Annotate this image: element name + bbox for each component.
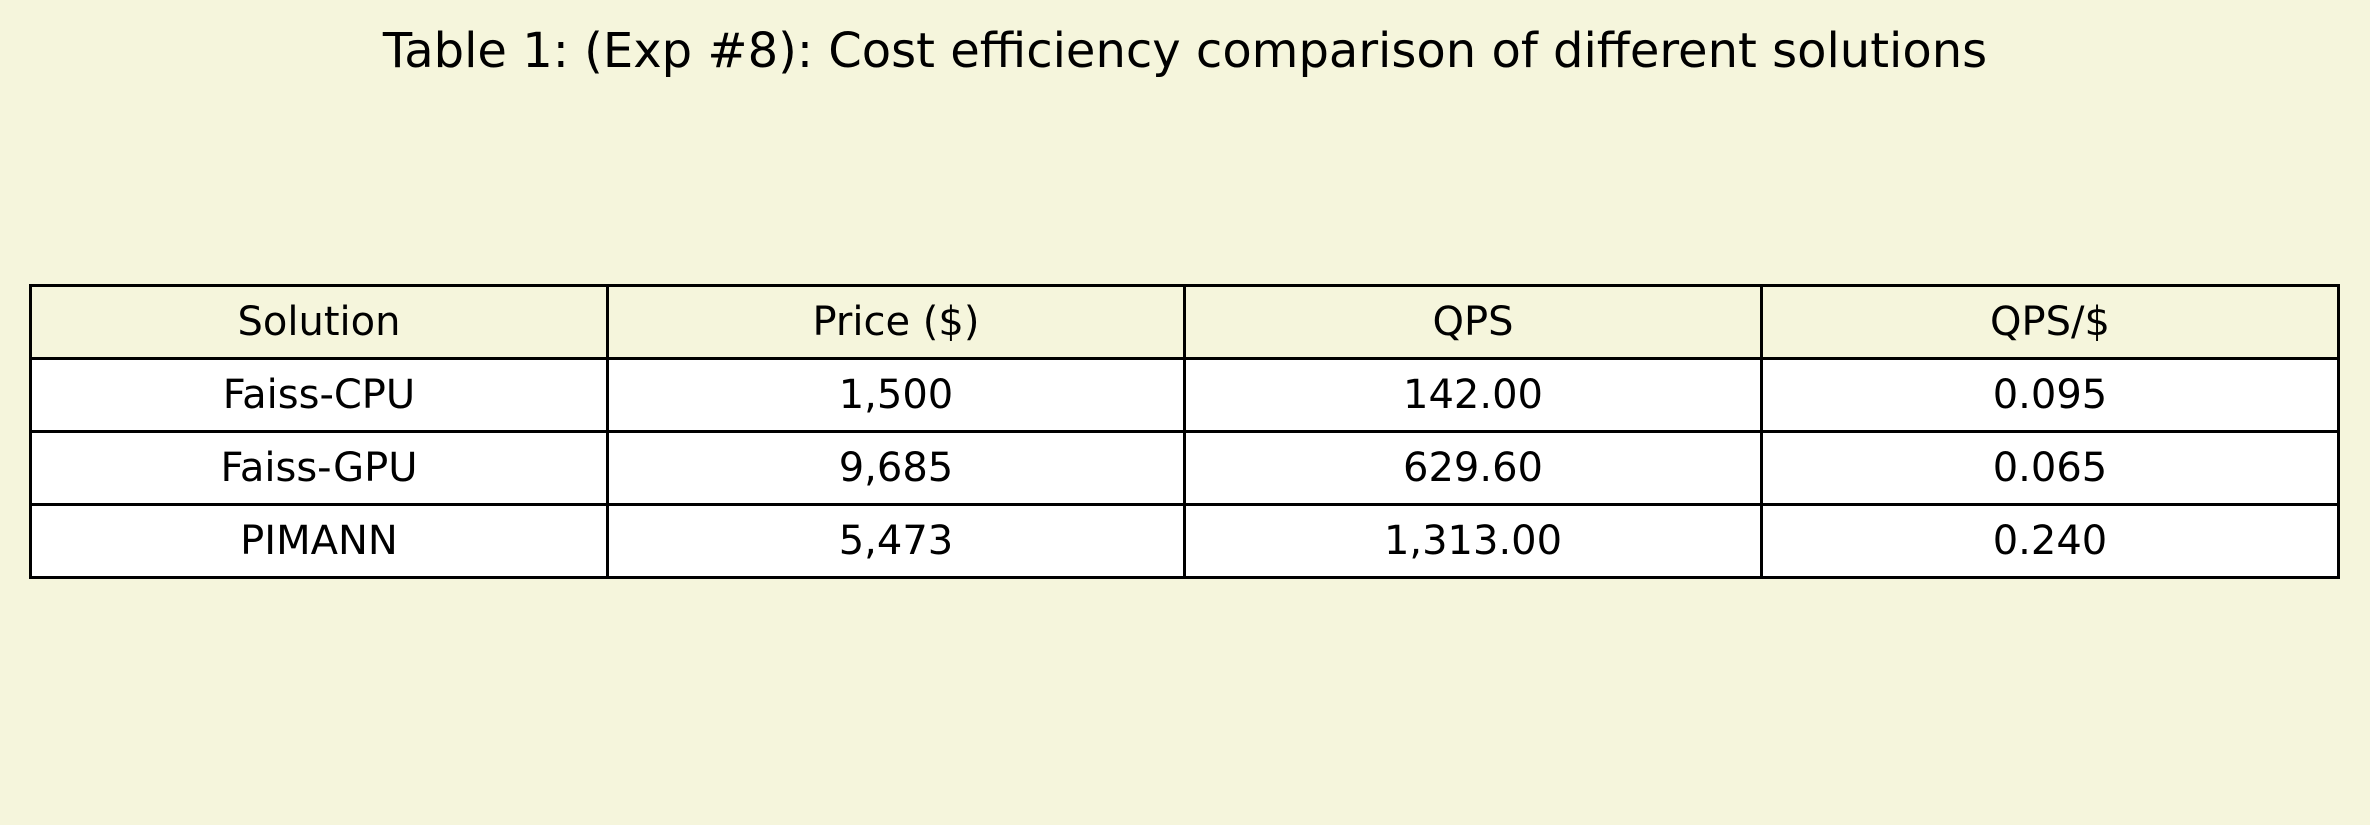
table-cell: 0.065 — [1760, 430, 2340, 506]
table-title: Table 1: (Exp #8): Cost efficiency compa… — [382, 23, 1988, 79]
table-header-row: Solution Price ($) QPS QPS/$ — [29, 284, 2340, 360]
table-cell: 1,313.00 — [1183, 503, 1763, 579]
table-cell: 9,685 — [606, 430, 1186, 506]
table-cell: 0.240 — [1760, 503, 2340, 579]
table-cell: PIMANN — [29, 503, 609, 579]
header-cell-qps-per-dollar: QPS/$ — [1760, 284, 2340, 360]
table-row: PIMANN 5,473 1,313.00 0.240 — [29, 503, 2340, 579]
table-cell: 629.60 — [1183, 430, 1763, 506]
table-cell: 142.00 — [1183, 357, 1763, 433]
table-cell: 0.095 — [1760, 357, 2340, 433]
header-cell-solution: Solution — [29, 284, 609, 360]
table-row: Faiss-CPU 1,500 142.00 0.095 — [29, 357, 2340, 433]
table-row: Faiss-GPU 9,685 629.60 0.065 — [29, 430, 2340, 506]
header-cell-price: Price ($) — [606, 284, 1186, 360]
table-cell: Faiss-GPU — [29, 430, 609, 506]
table-cell: 5,473 — [606, 503, 1186, 579]
header-cell-qps: QPS — [1183, 284, 1763, 360]
table-cell: 1,500 — [606, 357, 1186, 433]
cost-efficiency-table: Solution Price ($) QPS QPS/$ Faiss-CPU 1… — [29, 284, 2340, 579]
table-cell: Faiss-CPU — [29, 357, 609, 433]
